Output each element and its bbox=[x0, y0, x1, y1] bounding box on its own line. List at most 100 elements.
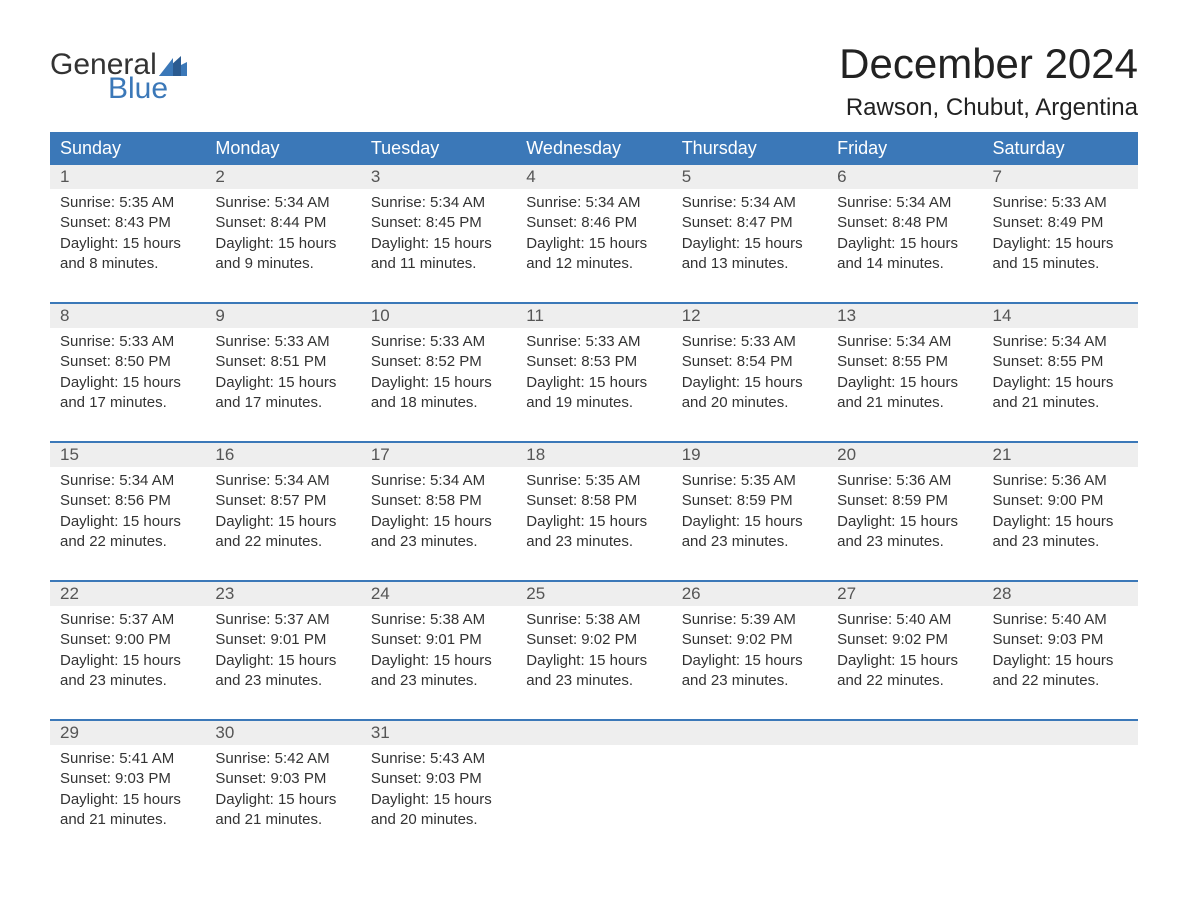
daylight-text: Daylight: 15 hours bbox=[371, 234, 506, 254]
daylight-text: and 13 minutes. bbox=[682, 254, 817, 274]
sunset-text: Sunset: 8:52 PM bbox=[371, 352, 506, 372]
day-cell: Sunrise: 5:35 AMSunset: 8:43 PMDaylight:… bbox=[50, 189, 205, 303]
day-number: 18 bbox=[516, 443, 671, 467]
daylight-text: and 23 minutes. bbox=[526, 532, 661, 552]
day-number: 20 bbox=[827, 443, 982, 467]
day-number: 17 bbox=[361, 443, 516, 467]
sunrise-text: Sunrise: 5:36 AM bbox=[837, 471, 972, 491]
sunrise-text: Sunrise: 5:35 AM bbox=[682, 471, 817, 491]
daylight-text: Daylight: 15 hours bbox=[993, 234, 1128, 254]
day-number: 6 bbox=[827, 165, 982, 189]
daylight-text: Daylight: 15 hours bbox=[60, 790, 195, 810]
sunrise-text: Sunrise: 5:41 AM bbox=[60, 749, 195, 769]
daylight-text: Daylight: 15 hours bbox=[682, 234, 817, 254]
day-number bbox=[672, 721, 827, 745]
day-number: 22 bbox=[50, 582, 205, 606]
daylight-text: Daylight: 15 hours bbox=[993, 373, 1128, 393]
day-number: 14 bbox=[983, 304, 1138, 328]
sunrise-text: Sunrise: 5:33 AM bbox=[371, 332, 506, 352]
daylight-text: and 12 minutes. bbox=[526, 254, 661, 274]
day-number bbox=[516, 721, 671, 745]
daylight-text: Daylight: 15 hours bbox=[215, 373, 350, 393]
daylight-text: Daylight: 15 hours bbox=[526, 512, 661, 532]
logo: General Blue bbox=[50, 40, 187, 104]
daylight-text: and 8 minutes. bbox=[60, 254, 195, 274]
day-number bbox=[827, 721, 982, 745]
sunset-text: Sunset: 9:02 PM bbox=[682, 630, 817, 650]
daylight-text: Daylight: 15 hours bbox=[215, 790, 350, 810]
sunset-text: Sunset: 9:02 PM bbox=[526, 630, 661, 650]
sunset-text: Sunset: 8:53 PM bbox=[526, 352, 661, 372]
daylight-text: Daylight: 15 hours bbox=[526, 651, 661, 671]
day-number: 11 bbox=[516, 304, 671, 328]
header: General Blue December 2024 Rawson, Chubu… bbox=[50, 40, 1138, 122]
day-cell: Sunrise: 5:34 AMSunset: 8:55 PMDaylight:… bbox=[983, 328, 1138, 442]
day-number: 29 bbox=[50, 721, 205, 745]
daylight-text: and 23 minutes. bbox=[993, 532, 1128, 552]
day-cell: Sunrise: 5:34 AMSunset: 8:48 PMDaylight:… bbox=[827, 189, 982, 303]
sunset-text: Sunset: 8:44 PM bbox=[215, 213, 350, 233]
sunrise-text: Sunrise: 5:43 AM bbox=[371, 749, 506, 769]
day-number: 7 bbox=[983, 165, 1138, 189]
daylight-text: Daylight: 15 hours bbox=[215, 651, 350, 671]
day-data-row: Sunrise: 5:35 AMSunset: 8:43 PMDaylight:… bbox=[50, 189, 1138, 303]
daylight-text: and 21 minutes. bbox=[993, 393, 1128, 413]
sunset-text: Sunset: 8:59 PM bbox=[837, 491, 972, 511]
sunset-text: Sunset: 8:45 PM bbox=[371, 213, 506, 233]
weekday-header: Monday bbox=[205, 132, 360, 165]
day-number: 3 bbox=[361, 165, 516, 189]
sunrise-text: Sunrise: 5:34 AM bbox=[993, 332, 1128, 352]
day-cell: Sunrise: 5:39 AMSunset: 9:02 PMDaylight:… bbox=[672, 606, 827, 720]
daylight-text: and 23 minutes. bbox=[371, 532, 506, 552]
sunset-text: Sunset: 9:02 PM bbox=[837, 630, 972, 650]
sunset-text: Sunset: 8:55 PM bbox=[837, 352, 972, 372]
daylight-text: Daylight: 15 hours bbox=[682, 373, 817, 393]
daylight-text: Daylight: 15 hours bbox=[60, 512, 195, 532]
sunset-text: Sunset: 9:00 PM bbox=[993, 491, 1128, 511]
sunset-text: Sunset: 8:55 PM bbox=[993, 352, 1128, 372]
daylight-text: and 22 minutes. bbox=[993, 671, 1128, 691]
day-cell: Sunrise: 5:40 AMSunset: 9:02 PMDaylight:… bbox=[827, 606, 982, 720]
sunrise-text: Sunrise: 5:40 AM bbox=[837, 610, 972, 630]
sunset-text: Sunset: 9:00 PM bbox=[60, 630, 195, 650]
sunset-text: Sunset: 8:57 PM bbox=[215, 491, 350, 511]
day-number: 21 bbox=[983, 443, 1138, 467]
sunrise-text: Sunrise: 5:34 AM bbox=[837, 193, 972, 213]
sunset-text: Sunset: 8:49 PM bbox=[993, 213, 1128, 233]
weekday-header-row: Sunday Monday Tuesday Wednesday Thursday… bbox=[50, 132, 1138, 165]
day-cell: Sunrise: 5:34 AMSunset: 8:55 PMDaylight:… bbox=[827, 328, 982, 442]
day-number: 30 bbox=[205, 721, 360, 745]
day-cell: Sunrise: 5:38 AMSunset: 9:02 PMDaylight:… bbox=[516, 606, 671, 720]
sunrise-text: Sunrise: 5:39 AM bbox=[682, 610, 817, 630]
day-cell bbox=[516, 745, 671, 858]
sunset-text: Sunset: 8:43 PM bbox=[60, 213, 195, 233]
day-number: 15 bbox=[50, 443, 205, 467]
day-number: 13 bbox=[827, 304, 982, 328]
day-cell: Sunrise: 5:34 AMSunset: 8:44 PMDaylight:… bbox=[205, 189, 360, 303]
day-number-row: 15161718192021 bbox=[50, 443, 1138, 467]
day-number-row: 293031 bbox=[50, 721, 1138, 745]
location-label: Rawson, Chubut, Argentina bbox=[839, 94, 1138, 122]
daylight-text: and 22 minutes. bbox=[215, 532, 350, 552]
sunset-text: Sunset: 9:03 PM bbox=[215, 769, 350, 789]
daylight-text: and 22 minutes. bbox=[60, 532, 195, 552]
day-cell: Sunrise: 5:34 AMSunset: 8:47 PMDaylight:… bbox=[672, 189, 827, 303]
daylight-text: and 15 minutes. bbox=[993, 254, 1128, 274]
day-cell: Sunrise: 5:33 AMSunset: 8:53 PMDaylight:… bbox=[516, 328, 671, 442]
sunrise-text: Sunrise: 5:34 AM bbox=[837, 332, 972, 352]
day-cell: Sunrise: 5:42 AMSunset: 9:03 PMDaylight:… bbox=[205, 745, 360, 858]
daylight-text: Daylight: 15 hours bbox=[526, 373, 661, 393]
daylight-text: Daylight: 15 hours bbox=[60, 234, 195, 254]
sunset-text: Sunset: 8:59 PM bbox=[682, 491, 817, 511]
day-cell: Sunrise: 5:40 AMSunset: 9:03 PMDaylight:… bbox=[983, 606, 1138, 720]
daylight-text: and 23 minutes. bbox=[60, 671, 195, 691]
day-cell: Sunrise: 5:33 AMSunset: 8:49 PMDaylight:… bbox=[983, 189, 1138, 303]
sunrise-text: Sunrise: 5:37 AM bbox=[60, 610, 195, 630]
daylight-text: Daylight: 15 hours bbox=[837, 373, 972, 393]
sunset-text: Sunset: 8:51 PM bbox=[215, 352, 350, 372]
weekday-header: Saturday bbox=[983, 132, 1138, 165]
day-cell: Sunrise: 5:35 AMSunset: 8:58 PMDaylight:… bbox=[516, 467, 671, 581]
sunset-text: Sunset: 8:58 PM bbox=[526, 491, 661, 511]
day-number: 4 bbox=[516, 165, 671, 189]
day-number: 1 bbox=[50, 165, 205, 189]
